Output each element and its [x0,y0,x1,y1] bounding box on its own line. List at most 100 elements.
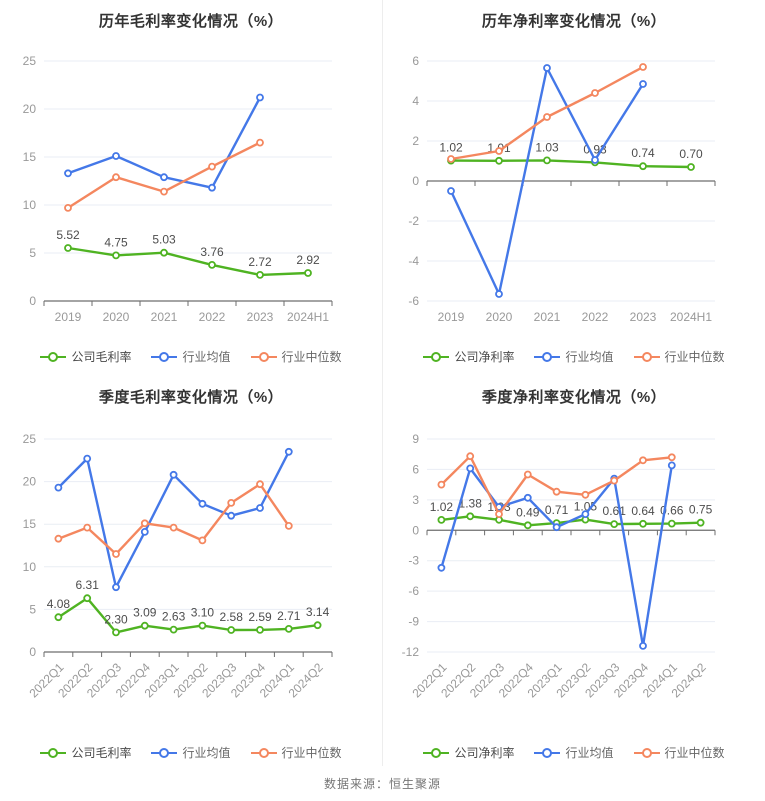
data-point[interactable] [639,63,647,71]
data-point[interactable] [160,173,168,182]
legend-item-company-gross-margin[interactable]: 公司毛利率 [40,348,131,365]
data-point[interactable] [198,499,207,508]
data-point[interactable] [64,203,72,212]
data-point[interactable] [160,248,168,257]
data-point[interactable] [437,563,446,572]
data-point[interactable] [447,187,455,195]
legend-item-industry-average[interactable]: 行业均值 [151,744,231,761]
data-point[interactable] [581,510,590,518]
data-point[interactable] [495,290,503,298]
data-point[interactable] [83,523,92,532]
data-point[interactable] [112,550,120,558]
data-point[interactable] [256,93,264,102]
data-point[interactable] [610,476,619,485]
data-point[interactable] [284,624,293,633]
data-point[interactable] [667,461,676,470]
legend-item-industry-median[interactable]: 行业中位数 [633,744,725,761]
data-point[interactable] [639,641,647,650]
data-point[interactable] [112,251,120,260]
legend-item-industry-median[interactable]: 行业中位数 [250,744,342,761]
data-point[interactable] [256,480,264,489]
data-point[interactable] [256,270,264,279]
data-point[interactable] [284,447,293,456]
data-point[interactable] [256,504,264,512]
legend-item-industry-average[interactable]: 行业均值 [534,744,614,761]
data-point[interactable] [112,173,120,182]
data-point[interactable] [169,523,178,532]
data-point[interactable] [140,519,149,528]
data-point[interactable] [581,490,590,499]
data-point[interactable] [687,163,695,171]
data-point[interactable] [112,583,120,592]
chart-plot-quarterly-net-margin[interactable]: 9 6 3 0 -3 -6 -9 -122022Q12022Q22022Q32022Q4202… [383,409,765,744]
data-point[interactable] [639,80,647,88]
data-point[interactable] [64,244,72,252]
data-point[interactable] [160,187,168,196]
data-point[interactable] [208,260,216,269]
legend-item-industry-median[interactable]: 行业中位数 [633,348,725,365]
data-point[interactable] [639,519,647,528]
data-point[interactable] [447,155,455,163]
data-point[interactable] [140,528,149,536]
data-point[interactable] [639,162,647,171]
data-point[interactable] [466,464,475,473]
data-point[interactable] [495,156,503,165]
data-point[interactable] [208,162,216,171]
data-point[interactable] [227,511,236,520]
data-point[interactable] [198,536,207,545]
data-point[interactable] [64,169,72,178]
data-label: 6.31 [76,578,100,592]
data-point[interactable] [437,480,446,489]
data-point[interactable] [495,510,503,518]
data-point[interactable] [552,523,561,532]
data-point[interactable] [208,183,216,192]
data-point[interactable] [83,594,92,603]
data-point[interactable] [227,499,236,507]
chart-legend-annual-net-margin: 公司净利率 行业均值 行业中位数 [383,348,765,365]
data-point[interactable] [523,521,532,530]
data-point[interactable] [198,621,207,630]
data-point[interactable] [54,483,63,492]
data-point[interactable] [140,621,149,630]
data-point[interactable] [466,512,475,521]
data-point[interactable] [169,470,178,479]
data-point[interactable] [610,520,619,528]
data-point[interactable] [543,113,551,121]
data-point[interactable] [543,64,551,72]
data-point[interactable] [667,519,676,528]
data-point[interactable] [112,628,120,637]
data-label: 3.09 [133,606,157,620]
data-point[interactable] [591,156,599,164]
legend-item-company-gross-margin[interactable]: 公司毛利率 [40,744,131,761]
data-point[interactable] [495,147,503,155]
data-point[interactable] [552,487,561,496]
chart-plot-quarterly-gross-margin[interactable]: 25 20 15 10 5 02022Q12022Q22022Q32022Q42023Q1… [0,409,383,744]
chart-plot-annual-gross-margin[interactable]: 25 20 15 10 5 0 2019 2020 2021 2022 2023 2024H1 5.52… [0,33,383,338]
legend-item-industry-median[interactable]: 行业中位数 [250,348,342,365]
data-point[interactable] [543,156,551,165]
data-point[interactable] [227,626,236,634]
data-point[interactable] [437,516,446,524]
data-point[interactable] [639,456,647,465]
legend-item-industry-average[interactable]: 行业均值 [151,348,231,365]
data-point[interactable] [112,152,120,160]
data-point[interactable] [591,89,599,97]
legend-item-industry-average[interactable]: 行业均值 [534,348,614,365]
data-point[interactable] [54,613,63,622]
chart-plot-annual-net-margin[interactable]: 6 4 2 0 -2 -4 -6 2019 2020 2021 2022 2023 2024H1 1.02… [383,33,765,338]
data-point[interactable] [256,625,264,634]
data-point[interactable] [83,454,92,463]
data-point[interactable] [466,452,475,461]
data-point[interactable] [284,522,293,530]
data-point[interactable] [169,625,178,634]
data-point[interactable] [696,518,705,527]
data-point[interactable] [54,534,63,543]
data-point[interactable] [313,621,322,630]
data-point[interactable] [523,493,532,502]
data-point[interactable] [523,470,532,479]
legend-item-company-net-margin[interactable]: 公司净利率 [423,744,514,761]
data-point[interactable] [304,269,312,277]
data-point[interactable] [667,453,676,462]
data-point[interactable] [256,138,264,147]
legend-item-company-net-margin[interactable]: 公司净利率 [423,348,514,365]
